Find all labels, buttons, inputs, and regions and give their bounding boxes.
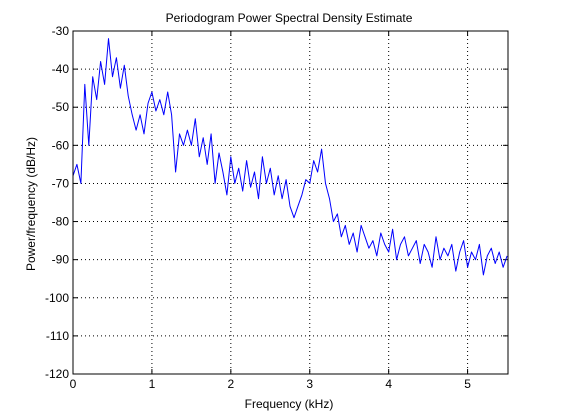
- y-tick-label: -120: [45, 367, 69, 381]
- y-tick-label: -80: [52, 215, 70, 229]
- x-axis-label: Frequency (kHz): [245, 397, 334, 411]
- y-tick-label: -60: [52, 138, 70, 152]
- x-tick-label: 3: [306, 377, 313, 391]
- x-tick-label: 2: [227, 377, 234, 391]
- y-tick-label: -50: [52, 100, 70, 114]
- y-axis-label: Power/frequency (dB/Hz): [24, 137, 38, 271]
- y-tick-label: -40: [52, 62, 70, 76]
- y-tick-label: -30: [52, 24, 70, 38]
- y-tick-label: -90: [52, 253, 70, 267]
- x-tick-label: 0: [70, 377, 77, 391]
- y-tick-label: -100: [45, 291, 69, 305]
- psd-line: [72, 38, 508, 276]
- axis-ticks: 0 1 2 3 4 5 -120 -110 -100 -90 -80 -70 -60 -50 -40 -30: [45, 24, 508, 391]
- y-tick-label: -70: [52, 176, 70, 190]
- y-tick-label: -110: [46, 329, 69, 343]
- series-layer: [72, 38, 508, 276]
- grid-lines: [73, 31, 508, 374]
- chart-title: Periodogram Power Spectral Density Estim…: [166, 11, 413, 25]
- x-tick-label: 5: [464, 377, 471, 391]
- x-tick-label: 1: [149, 377, 156, 391]
- x-tick-label: 4: [385, 377, 392, 391]
- plot-frame: [72, 30, 509, 375]
- plot-area: [73, 31, 508, 374]
